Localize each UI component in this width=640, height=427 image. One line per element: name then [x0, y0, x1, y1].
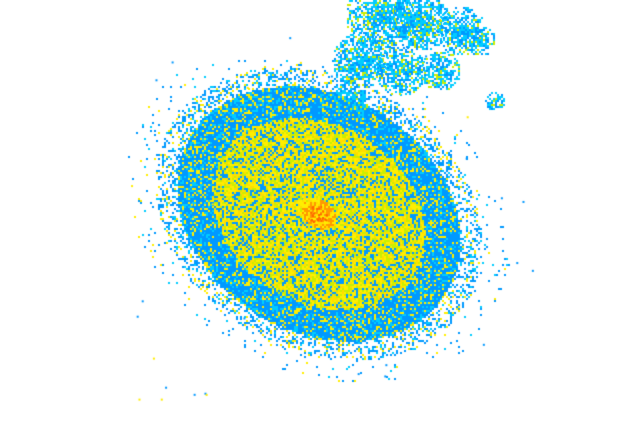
radar-reflectivity-image — [0, 0, 640, 427]
